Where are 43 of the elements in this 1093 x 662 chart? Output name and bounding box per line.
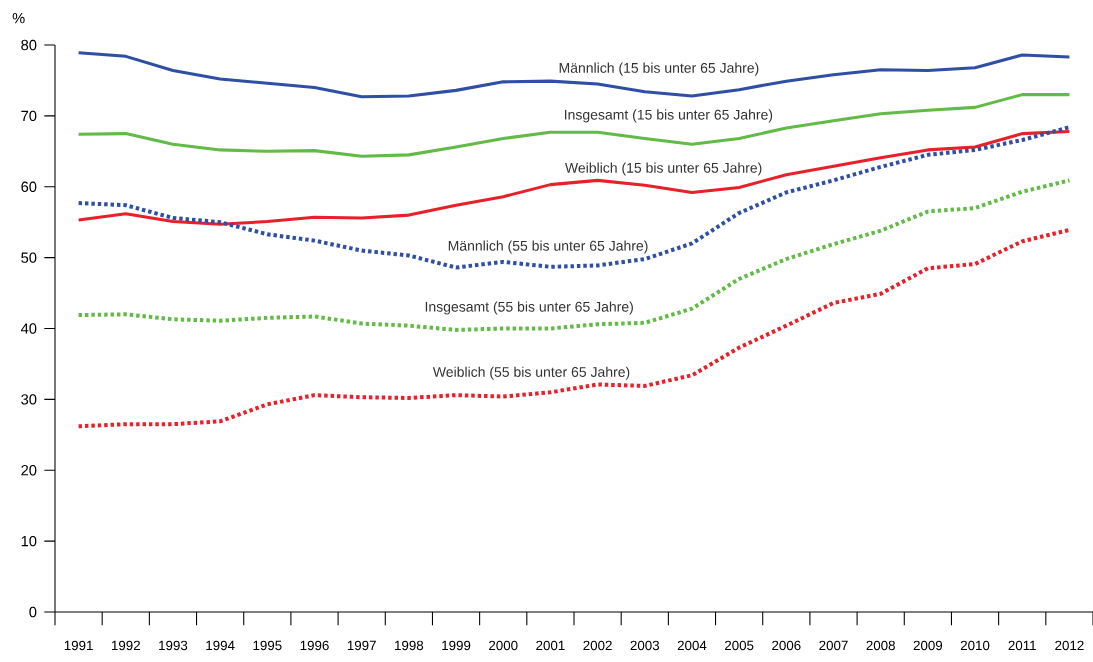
series-label: Insgesamt (15 bis unter 65 Jahre) (565, 109, 773, 123)
y-tick-label: 50 (21, 252, 37, 263)
y-tick-label: 0 (29, 606, 37, 618)
x-tick-label: 2005 (724, 640, 754, 651)
line-series (76, 125, 1072, 270)
x-tick-label: 1992 (111, 640, 140, 651)
x-tick-label: 2012 (1055, 640, 1084, 651)
x-tick-label: 2008 (866, 640, 895, 651)
y-axis-title: % (12, 13, 25, 24)
x-tick-label: 2000 (489, 640, 518, 651)
x-tick-label: 1999 (442, 640, 471, 651)
x-tick-label: 1993 (159, 640, 188, 651)
line-series (76, 227, 1072, 429)
y-tick-label: 20 (21, 465, 37, 476)
y-tick-label: 30 (21, 394, 37, 405)
x-tick-label: 2001 (536, 640, 565, 651)
y-tick-label: 60 (21, 181, 37, 192)
x-tick-label: 2006 (772, 640, 801, 651)
series-label: Weiblich (15 bis unter 65 Jahre) (565, 162, 762, 176)
x-tick-label: 2010 (960, 640, 990, 651)
y-tick-label: 70 (21, 110, 37, 122)
x-tick-label: 2011 (1008, 640, 1036, 651)
x-tick-label: 1995 (253, 640, 282, 651)
x-tick-label: 1994 (206, 640, 235, 651)
x-tick-label: 1996 (300, 640, 329, 651)
line-series (77, 51, 1071, 99)
y-tick-label: 80 (21, 39, 37, 51)
x-tick-label: 2007 (819, 640, 848, 651)
x-tick-label: 2002 (583, 640, 612, 651)
series-label: Insgesamt (55 bis unter 65 Jahre) (425, 301, 633, 315)
x-tick-label: 2003 (630, 640, 660, 651)
line-series (77, 93, 1071, 158)
x-tick-label: 1991 (64, 640, 93, 651)
series-label: Männlich (55 bis unter 65 Jahre) (448, 240, 648, 254)
series-label: Männlich (15 bis unter 65 Jahre) (559, 62, 759, 76)
x-tick-label: 1997 (347, 640, 376, 651)
x-tick-label: 2009 (913, 640, 943, 651)
x-tick-label: 1998 (395, 640, 424, 651)
series-label: Weiblich (55 bis unter 65 Jahre) (432, 366, 630, 380)
y-tick-label: 40 (20, 323, 37, 334)
line-series (76, 178, 1072, 332)
x-tick-label: 2004 (677, 640, 707, 651)
y-tick-label: 10 (21, 535, 37, 547)
